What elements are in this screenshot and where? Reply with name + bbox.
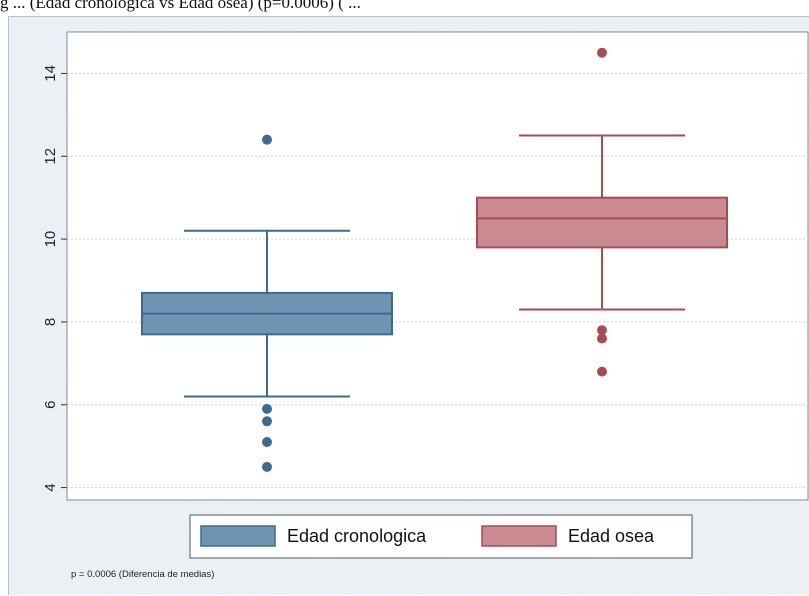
legend-swatch bbox=[200, 525, 276, 547]
outlier-point bbox=[597, 325, 607, 336]
legend-label: Edad osea bbox=[568, 526, 655, 546]
boxes bbox=[141, 47, 728, 472]
y-tick-label: 12 bbox=[42, 148, 59, 165]
y-tick-label: 8 bbox=[42, 318, 59, 326]
y-tick-label: 14 bbox=[42, 65, 59, 82]
legend: Edad cronologica Edad osea bbox=[189, 514, 693, 559]
y-tick-label: 6 bbox=[42, 401, 59, 409]
legend-label: Edad cronologica bbox=[287, 526, 427, 546]
outlier-point bbox=[262, 461, 272, 472]
outlier-point bbox=[597, 366, 607, 377]
outlier-point bbox=[262, 416, 272, 427]
y-tick-label: 4 bbox=[42, 483, 59, 491]
iqr-box bbox=[476, 196, 728, 249]
outlier-point bbox=[262, 134, 272, 145]
outlier-point bbox=[597, 47, 607, 58]
p-value-note: p = 0.0006 (Diferencia de medias) bbox=[71, 569, 214, 580]
outlier-point bbox=[262, 403, 272, 414]
legend-swatch bbox=[481, 525, 557, 547]
y-tick-label: 10 bbox=[42, 231, 59, 248]
y-axis-ticks: 4 6 8 10 12 14 bbox=[42, 65, 67, 492]
outlier-point bbox=[262, 437, 272, 448]
plot-area bbox=[66, 31, 809, 501]
box-edad-osea bbox=[476, 47, 728, 377]
caption-fragment: g ... (Edad cronologica vs Edad osea) (p… bbox=[0, 0, 361, 12]
outlier-point bbox=[597, 333, 607, 344]
box-edad-cronologica bbox=[141, 134, 393, 472]
